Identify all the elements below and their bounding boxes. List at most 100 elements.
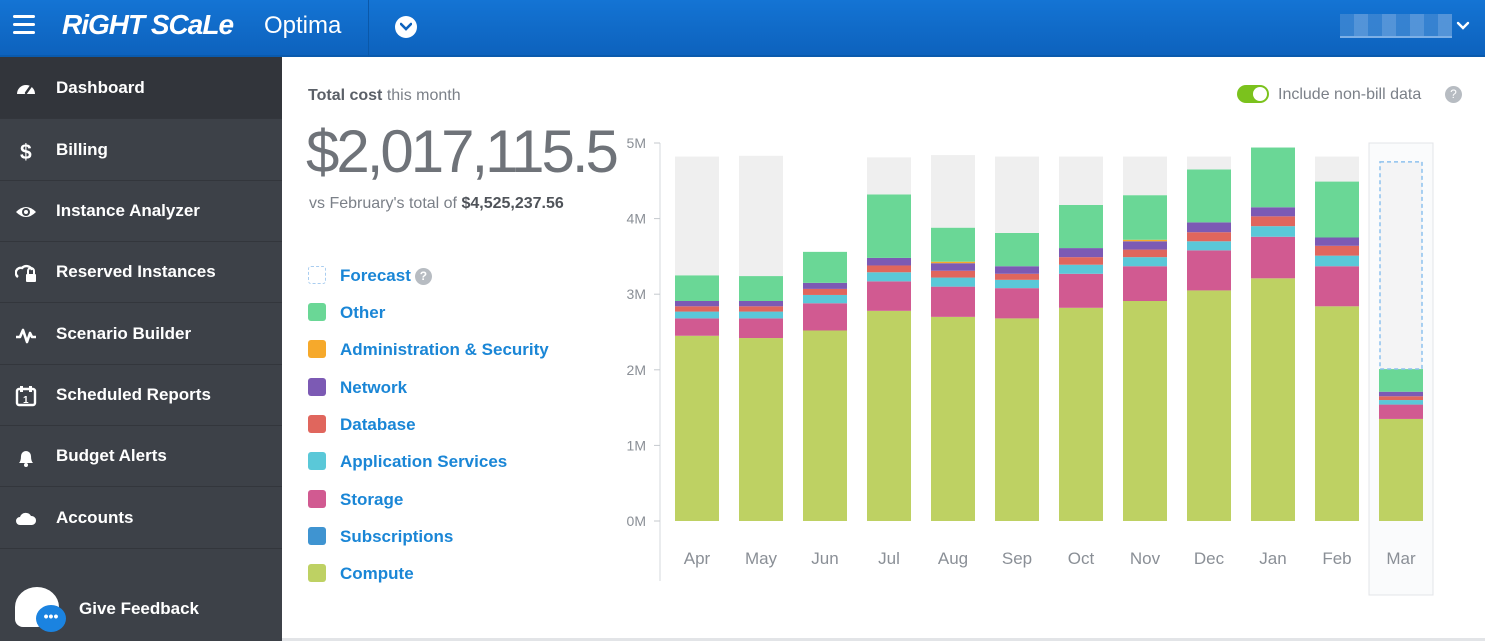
x-tick-label: Jan xyxy=(1259,549,1286,568)
bar-segment-storage xyxy=(675,318,719,336)
bar-segment-database xyxy=(1187,232,1231,242)
give-feedback-button[interactable]: ••• Give Feedback xyxy=(0,569,282,641)
nav-dropdown-button[interactable] xyxy=(395,16,417,38)
bar-segment-application-services xyxy=(1123,257,1167,267)
sidebar-item-reserved-instances[interactable]: Reserved Instances xyxy=(0,241,282,303)
bar-segment-application-services xyxy=(931,277,975,287)
bar-segment-storage xyxy=(1315,266,1359,307)
sidebar-item-scenario-builder[interactable]: Scenario Builder xyxy=(0,303,282,365)
sidebar-item-label: Instance Analyzer xyxy=(56,201,200,220)
bar-segment-storage xyxy=(1187,250,1231,291)
legend-label: Database xyxy=(340,415,416,434)
bar-segment-compute xyxy=(739,338,783,521)
bar-segment-other xyxy=(675,275,719,302)
bar-segment-forecast xyxy=(739,155,783,277)
sidebar-item-accounts[interactable]: Accounts xyxy=(0,487,282,549)
legend-label: Subscriptions xyxy=(340,527,454,546)
legend-swatch xyxy=(308,340,326,358)
product-name: Optima xyxy=(264,12,342,39)
bar-segment-application-services xyxy=(739,311,783,319)
sidebar-item-dashboard[interactable]: Dashboard xyxy=(0,57,282,119)
legend-item-administration-security[interactable]: Administration & Security xyxy=(308,339,578,363)
sidebar-item-label: Budget Alerts xyxy=(56,446,167,465)
bar-segment-application-services xyxy=(675,311,719,319)
bar-segment-storage xyxy=(1379,404,1423,419)
lock-cloud-icon xyxy=(15,264,36,282)
bar-segment-other xyxy=(867,194,911,258)
help-icon[interactable]: ? xyxy=(1445,86,1462,103)
legend-swatch xyxy=(308,564,326,582)
toggle-switch[interactable] xyxy=(1237,85,1269,103)
legend-item-network[interactable]: Network xyxy=(308,377,578,401)
legend-label: Storage xyxy=(340,490,404,509)
bar-segment-storage xyxy=(1123,266,1167,302)
bar-segment-database xyxy=(995,273,1039,280)
legend-item-forecast[interactable]: Forecast? xyxy=(308,265,578,289)
chevron-down-icon[interactable] xyxy=(1456,20,1470,32)
bar-segment-compute xyxy=(1059,307,1103,521)
bar-segment-compute xyxy=(675,335,719,521)
bar-segment-forecast xyxy=(1059,156,1103,205)
bar-segment-forecast xyxy=(931,155,975,228)
bar-segment-network xyxy=(867,257,911,266)
bar-segment-network xyxy=(739,301,783,307)
divider xyxy=(1340,36,1452,38)
bar-segment-forecast xyxy=(1379,161,1423,370)
bar-segment-storage xyxy=(739,318,783,339)
y-tick-label: 5M xyxy=(627,135,646,151)
legend-item-subscriptions[interactable]: Subscriptions xyxy=(308,526,578,550)
bar-segment-compute xyxy=(867,310,911,521)
legend-item-other[interactable]: Other xyxy=(308,302,578,326)
y-tick-label: 2M xyxy=(627,362,646,378)
legend-label: Network xyxy=(340,378,408,397)
legend-item-storage[interactable]: Storage xyxy=(308,489,578,513)
x-tick-label: Oct xyxy=(1068,549,1095,568)
sidebar-item-billing[interactable]: $ Billing xyxy=(0,119,282,181)
bar-segment-forecast xyxy=(1187,156,1231,170)
legend-swatch xyxy=(308,490,326,508)
sidebar-item-label: Reserved Instances xyxy=(56,262,216,281)
sidebar-item-budget-alerts[interactable]: Budget Alerts xyxy=(0,425,282,487)
chevron-down-icon xyxy=(400,22,412,31)
comparison-text: vs February's total of $4,525,237.56 xyxy=(309,195,564,213)
sidebar-item-scheduled-reports[interactable]: 1 Scheduled Reports xyxy=(0,364,282,426)
x-tick-label: Apr xyxy=(684,549,711,568)
x-tick-label: Nov xyxy=(1130,549,1161,568)
help-icon[interactable]: ? xyxy=(414,268,432,285)
x-tick-label: Dec xyxy=(1194,549,1225,568)
bar-segment-database xyxy=(1059,257,1103,265)
bar-segment-database xyxy=(739,306,783,312)
user-name-blurred[interactable] xyxy=(1340,14,1452,36)
legend-item-compute[interactable]: Compute xyxy=(308,563,578,587)
legend-item-application-services[interactable]: Application Services xyxy=(308,451,578,475)
bar-segment-compute xyxy=(1187,290,1231,521)
hamburger-icon[interactable] xyxy=(13,15,35,35)
bar-segment-other xyxy=(1059,204,1103,249)
x-tick-label: Sep xyxy=(1002,549,1032,568)
sidebar-item-label: Scheduled Reports xyxy=(56,385,211,404)
svg-text:$: $ xyxy=(20,141,32,162)
bar-segment-network xyxy=(1059,248,1103,258)
gauge-icon xyxy=(17,84,35,95)
bar-segment-forecast xyxy=(675,156,719,276)
y-tick-label: 0M xyxy=(627,513,646,529)
bar-segment-application-services xyxy=(1379,400,1423,405)
brand-logo[interactable]: RiGHT SCaLe xyxy=(62,9,234,40)
svg-text:1: 1 xyxy=(23,395,29,406)
sidebar-item-instance-analyzer[interactable]: Instance Analyzer xyxy=(0,180,282,242)
bar-segment-storage xyxy=(995,288,1039,319)
bar-segment-other xyxy=(1315,181,1359,238)
legend-label: Forecast? xyxy=(340,266,432,286)
x-tick-label: Mar xyxy=(1386,549,1416,568)
legend-swatch xyxy=(308,527,326,545)
cost-bar-chart: 0M 1M 2M 3M 4M 5M Apr May Jun Jul Aug Sep Oct Nov Dec J… xyxy=(627,135,1434,596)
bar-segment-network xyxy=(995,266,1039,274)
bar-segment-database xyxy=(1379,396,1423,401)
bar-segment-other xyxy=(1187,169,1231,223)
bell-icon xyxy=(19,451,33,467)
bar-segment-storage xyxy=(931,286,975,317)
bar-segment-network xyxy=(1251,207,1295,217)
bar-segment-storage xyxy=(1251,236,1295,279)
bar-segment-network xyxy=(803,282,847,289)
legend-item-database[interactable]: Database xyxy=(308,414,578,438)
